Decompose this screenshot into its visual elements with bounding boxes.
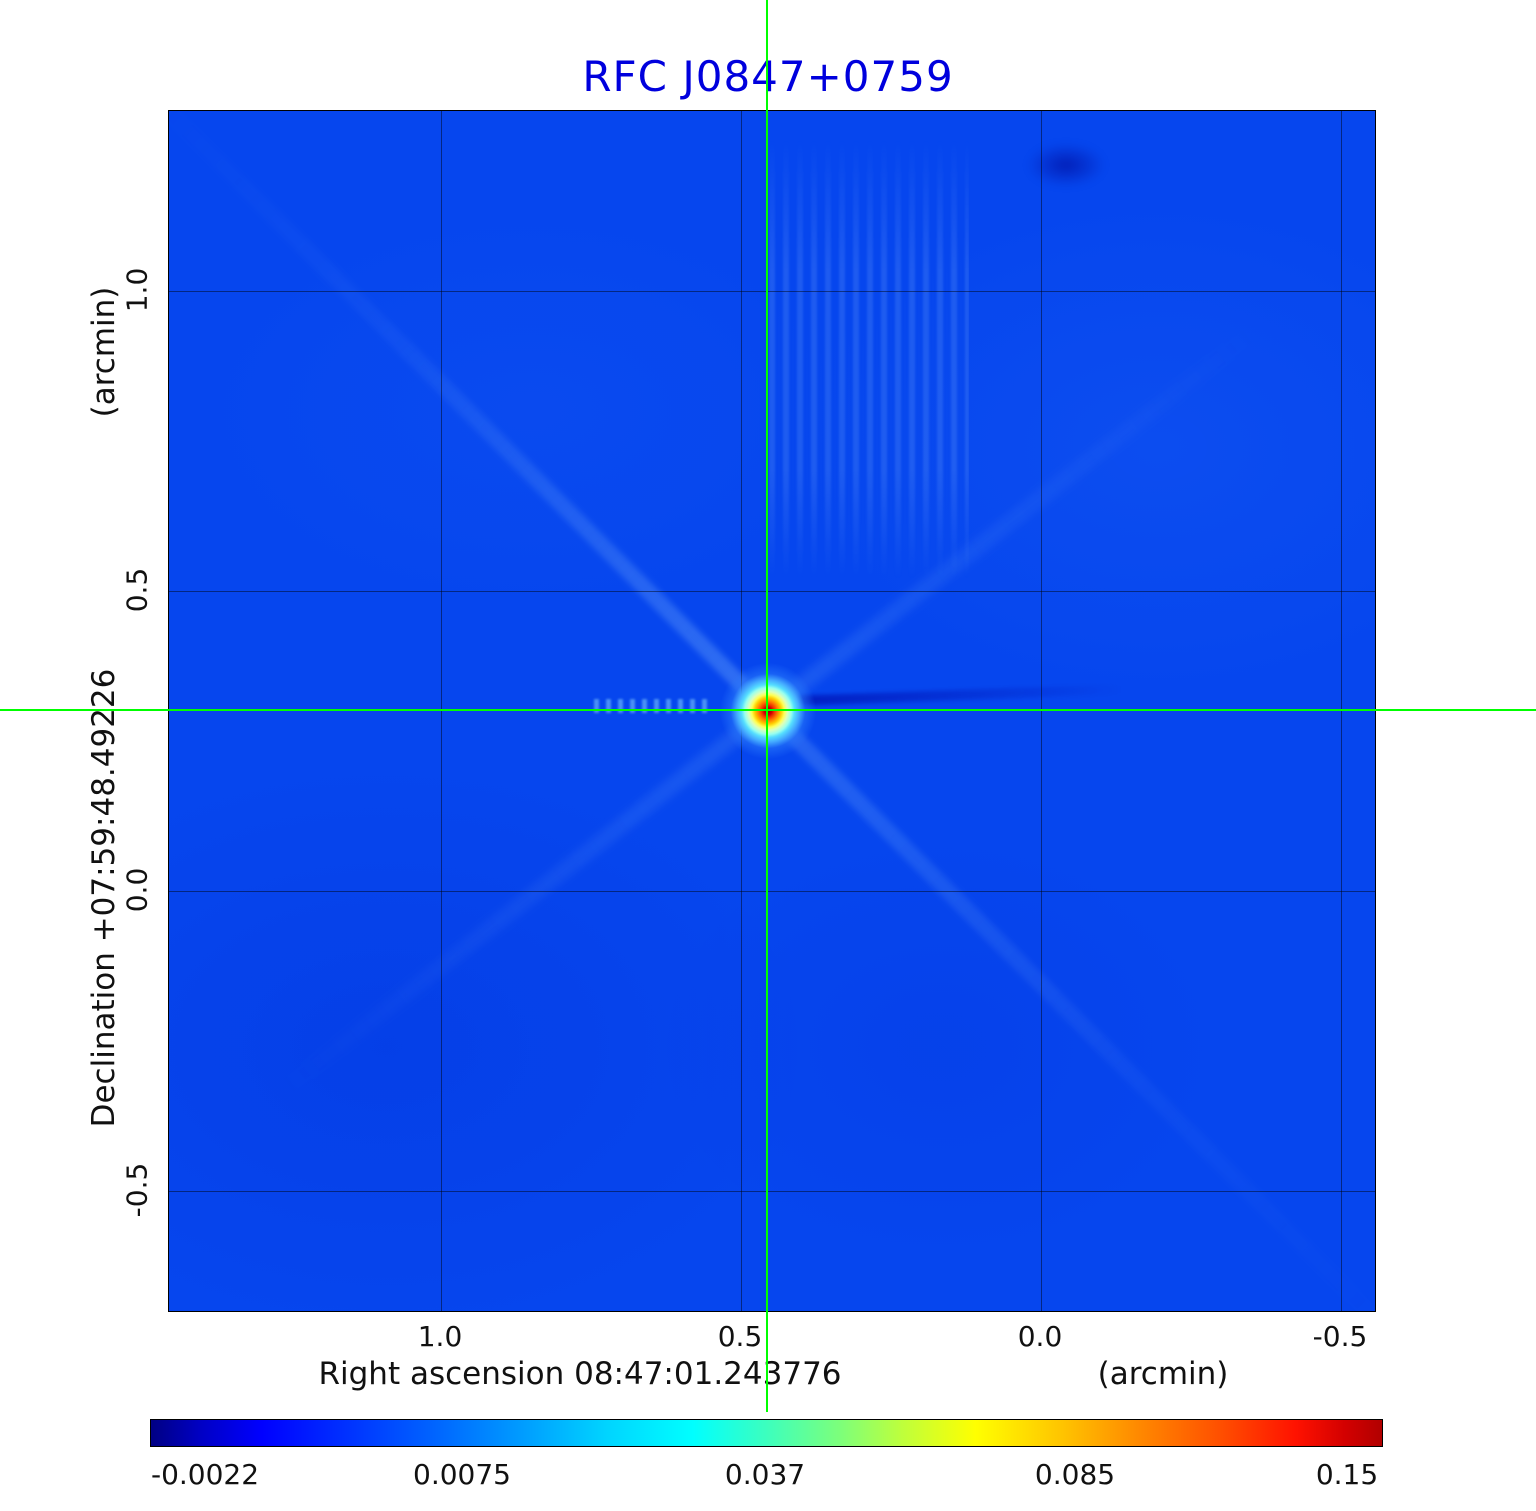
crosshair-vertical-line: [766, 0, 768, 1412]
colorbar-tick-label: 0.037: [724, 1458, 806, 1491]
y-tick-label: 1.0: [120, 267, 154, 313]
colorbar-gradient: [150, 1419, 1383, 1447]
y-axis-unit-label: (arcmin): [86, 286, 122, 418]
x-axis-unit-label: (arcmin): [1097, 1356, 1229, 1392]
colorbar-tick-label: 0.085: [1034, 1458, 1116, 1491]
vertical-stripe-artifacts: [769, 139, 969, 579]
plot-title: RFC J0847+0759: [582, 52, 954, 101]
grid-line-horizontal-4: [169, 1191, 1375, 1192]
colorbar-tick-label: 0.15: [1315, 1458, 1379, 1491]
y-tick-label: 0.5: [120, 567, 154, 613]
grid-line-vertical-4: [1341, 111, 1342, 1311]
x-tick-label: 0.0: [1017, 1320, 1063, 1353]
radio-source-blob: [713, 656, 823, 766]
colorbar-tick-label: -0.0022: [150, 1458, 260, 1491]
grid-line-horizontal-3: [169, 891, 1375, 892]
x-tick-label: 0.5: [717, 1320, 763, 1353]
y-tick-label: -0.5: [120, 1162, 154, 1218]
x-axis-label: Right ascension 08:47:01.243776: [318, 1356, 842, 1392]
grid-line-horizontal-1: [169, 291, 1375, 292]
y-tick-label: 0.0: [120, 867, 154, 913]
crosshair-horizontal-line: [0, 709, 1536, 711]
x-tick-label: -0.5: [1312, 1320, 1368, 1353]
grid-line-vertical-1: [441, 111, 442, 1311]
y-axis-label: Declination +07:59:48.49226: [86, 668, 122, 1128]
grid-line-horizontal-2: [169, 591, 1375, 592]
x-tick-label: 1.0: [417, 1320, 463, 1353]
colorbar-tick-label: 0.0075: [413, 1458, 511, 1491]
dark-noise-patch: [1027, 143, 1105, 187]
image-plot-area: [168, 110, 1376, 1312]
grid-line-vertical-3: [1041, 111, 1042, 1311]
